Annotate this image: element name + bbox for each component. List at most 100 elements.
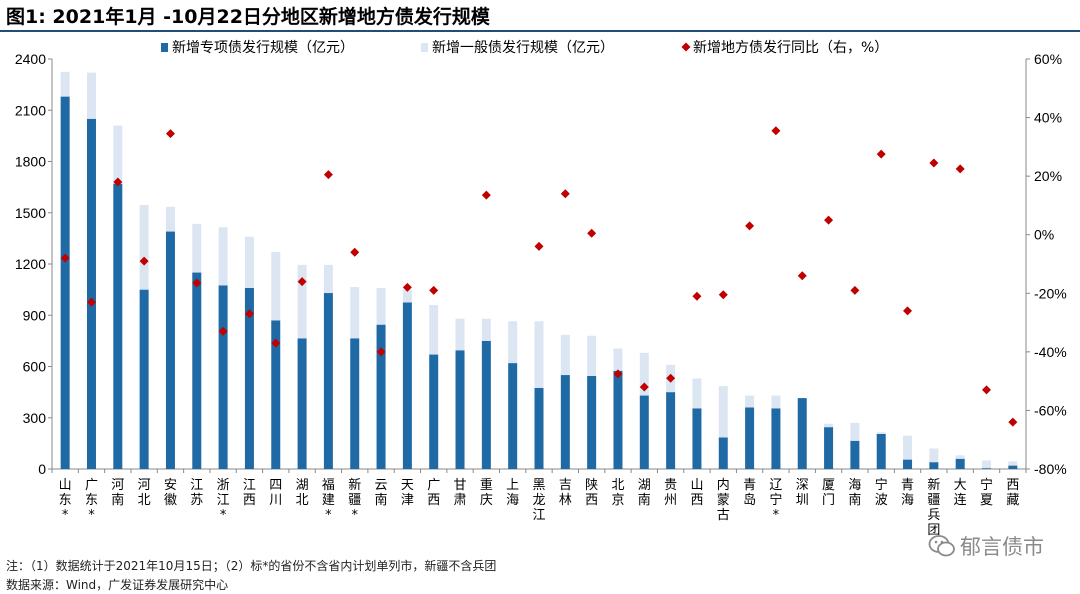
general-bond-bar	[587, 335, 597, 376]
yoy-point	[429, 285, 439, 295]
general-bond-bar	[982, 460, 992, 469]
category-label: 湖南	[638, 478, 651, 508]
yoy-point	[666, 373, 676, 383]
right-tick-label: -80%	[1034, 461, 1067, 477]
legend: 新增专项债发行规模（亿元） 新增一般债发行规模（亿元） 新增地方债发行同比（右，%）	[161, 40, 888, 56]
yoy-point	[60, 253, 70, 263]
yoy-point	[982, 385, 992, 395]
special-bond-bar	[745, 407, 755, 469]
category-label: 黑龙江	[532, 478, 545, 523]
special-bond-bar	[244, 287, 254, 469]
right-tick-label: 0%	[1034, 227, 1054, 243]
left-tick-label: 2400	[15, 51, 46, 67]
special-bond-bar	[560, 375, 570, 469]
special-bond-bar	[639, 395, 649, 469]
category-label: 浙江*	[217, 478, 230, 523]
category-label: 大连	[954, 478, 967, 508]
general-bond-bar	[244, 236, 254, 288]
tick-labels: 0 300 600 900 1200 1500 1800 2100 2400 -80% -60% -4…	[15, 51, 1067, 477]
category-label: 新疆*	[348, 477, 361, 523]
category-label: 深圳	[796, 478, 809, 508]
general-bond-bar	[718, 386, 728, 438]
yoy-point	[481, 190, 491, 200]
category-label: 四川	[269, 478, 282, 508]
general-bond-bar	[139, 205, 149, 290]
yoy-point	[271, 338, 281, 348]
category-label: 上海	[506, 478, 519, 508]
general-bond-bar	[639, 352, 649, 396]
yoy-point	[850, 285, 860, 295]
left-tick-label: 1500	[15, 205, 46, 221]
yoy-point	[876, 149, 886, 159]
yoy-point	[323, 170, 333, 180]
category-label: 山西	[690, 478, 703, 508]
legend-label: 新增专项债发行规模（亿元）	[172, 40, 354, 56]
general-bond-bar	[455, 318, 465, 351]
yoy-point	[139, 256, 149, 266]
yoy-point	[613, 369, 623, 379]
special-bond-bar	[455, 350, 465, 469]
special-bond-bar	[982, 468, 992, 469]
general-bond-bar	[350, 287, 360, 339]
general-bond-bar	[165, 206, 175, 232]
yoy-point	[113, 177, 123, 187]
category-label: 青岛	[743, 478, 756, 508]
yoy-point	[86, 297, 96, 307]
yoy-point	[402, 282, 412, 292]
category-label: 宁波	[875, 477, 888, 508]
left-tick-label: 900	[23, 307, 47, 323]
category-label: 河北	[138, 478, 151, 508]
general-bond-bar	[297, 264, 307, 339]
right-tick-label: 40%	[1034, 110, 1062, 126]
legend-label: 新增一般债发行规模（亿元）	[432, 40, 614, 56]
source-note: 数据来源：Wind，广发证券发展研究中心	[6, 578, 229, 592]
special-bond-bar	[323, 293, 333, 469]
wechat-icon	[928, 535, 955, 557]
category-label: 西藏	[1006, 478, 1019, 508]
yoy-point	[1008, 417, 1018, 427]
special-bond-bar	[297, 338, 307, 469]
watermark-text: 郁言债市	[960, 535, 1044, 559]
bars	[60, 71, 1018, 470]
general-bond-bar	[929, 448, 939, 463]
special-bond-bar	[165, 231, 175, 469]
category-label: 安徽	[164, 478, 177, 508]
yoy-point	[824, 215, 834, 225]
general-bond-bar	[481, 318, 491, 341]
general-bond-bar	[771, 395, 781, 409]
special-bond-bar	[771, 408, 781, 469]
legend-swatch	[681, 42, 691, 52]
chart-title: 图1: 2021年1月 -10月22日分地区新增地方债发行规模	[6, 6, 490, 28]
yoy-point	[218, 326, 228, 336]
category-label: 青海	[901, 478, 914, 508]
category-label: 新疆兵团	[927, 477, 940, 538]
category-label: 内蒙古	[717, 477, 730, 523]
yoy-point	[903, 306, 913, 316]
special-bond-bar	[508, 363, 518, 469]
general-bond-bar	[824, 423, 834, 428]
special-bond-bar	[666, 392, 676, 469]
yoy-point	[745, 221, 755, 231]
category-label: 宁夏	[980, 477, 993, 508]
right-tick-label: -60%	[1034, 402, 1067, 418]
category-label: 陕西	[585, 478, 598, 508]
general-bond-bar	[613, 348, 623, 371]
yoy-point	[639, 382, 649, 392]
category-label: 海南	[848, 478, 861, 508]
special-bond-bar	[192, 272, 202, 469]
yoy-point	[165, 129, 175, 139]
special-bond-bar	[139, 289, 149, 469]
general-bond-bar	[218, 227, 228, 286]
yoy-point	[534, 241, 544, 251]
left-tick-label: 0	[38, 461, 46, 477]
yoy-point	[587, 228, 597, 238]
special-bond-bar	[1008, 465, 1018, 469]
special-bond-bar	[718, 437, 728, 469]
category-label: 山东*	[59, 478, 72, 523]
right-tick-label: 60%	[1034, 51, 1062, 67]
category-label: 吉林	[559, 478, 572, 508]
special-bond-bar	[692, 408, 702, 469]
general-bond-bar	[1008, 461, 1018, 466]
special-bond-bar	[481, 340, 491, 469]
